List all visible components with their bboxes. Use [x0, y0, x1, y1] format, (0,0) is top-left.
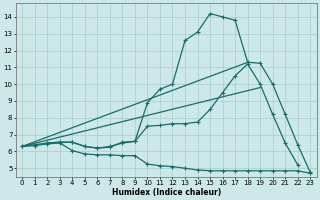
X-axis label: Humidex (Indice chaleur): Humidex (Indice chaleur) [112, 188, 221, 197]
